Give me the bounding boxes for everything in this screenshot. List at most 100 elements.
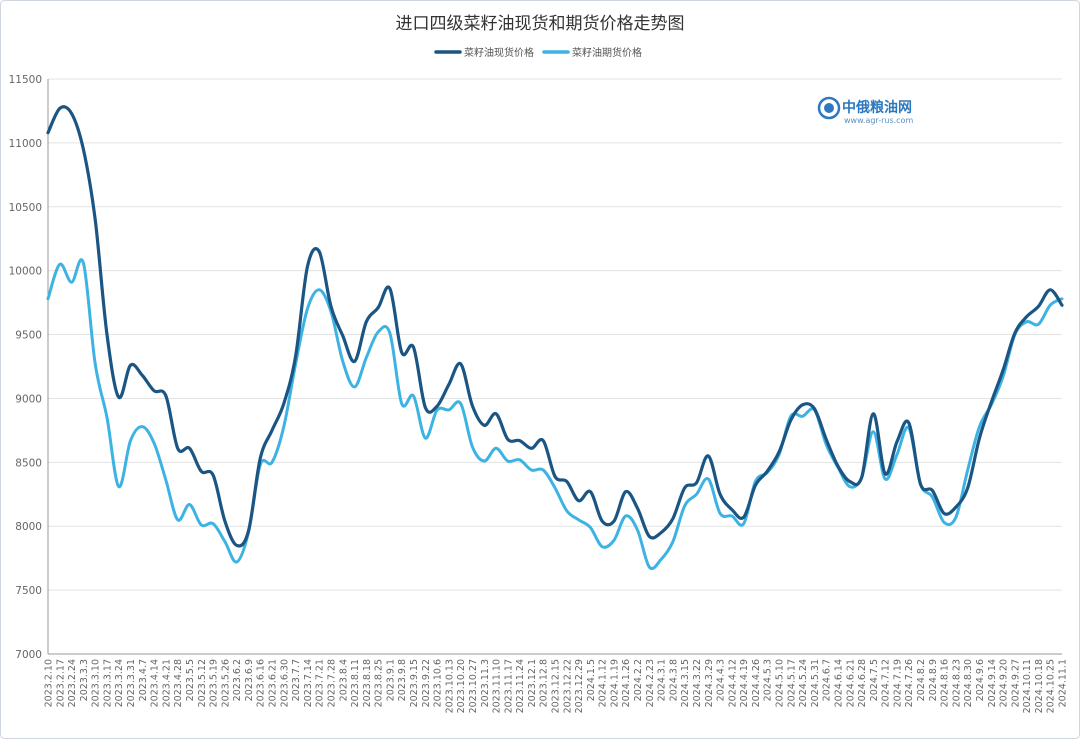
- x-tick-label: 2024.7.5: [869, 659, 880, 701]
- y-tick-label: 9500: [15, 330, 42, 342]
- x-tick-label: 2024.7.19: [892, 659, 903, 707]
- y-tick-label: 7000: [15, 649, 42, 661]
- x-tick-label: 2024.3.1: [657, 659, 668, 701]
- x-tick-label: 2023.3.24: [114, 659, 125, 707]
- x-tick-label: 2023.9.22: [421, 659, 432, 707]
- x-tick-label: 2023.6.30: [279, 659, 290, 707]
- x-tick-label: 2023.8.11: [350, 659, 361, 707]
- x-tick-label: 2023.2.17: [55, 659, 66, 707]
- x-tick-label: 2024.5.17: [786, 659, 797, 707]
- x-tick-label: 2024.10.11: [1022, 659, 1033, 713]
- x-tick-label: 2023.9.1: [385, 659, 396, 701]
- x-tick-label: 2023.11.3: [480, 659, 491, 707]
- legend-label-futures: 菜籽油期货价格: [572, 46, 642, 59]
- x-tick-label: 2024.1.19: [609, 659, 620, 707]
- x-tick-label: 2023.12.22: [562, 659, 573, 713]
- x-tick-label: 2024.8.2: [916, 659, 927, 701]
- x-tick-label: 2023.8.18: [362, 659, 373, 707]
- y-tick-label: 8000: [15, 521, 42, 533]
- x-tick-label: 2023.3.31: [126, 659, 137, 707]
- x-tick-label: 2023.2.24: [67, 659, 78, 707]
- x-tick-label: 2023.11.17: [503, 659, 514, 713]
- x-tick-label: 2023.3.10: [91, 659, 102, 707]
- y-tick-label: 7500: [15, 585, 42, 597]
- chart-title: 进口四级菜籽油现货和期货价格走势图: [396, 14, 685, 34]
- legend-label-spot: 菜籽油现货价格: [464, 46, 534, 59]
- x-tick-label: 2024.9.20: [999, 659, 1010, 707]
- x-tick-label: 2023.4.21: [161, 659, 172, 707]
- x-tick-label: 2024.6.21: [845, 659, 856, 707]
- legend: 菜籽油现货价格 菜籽油期货价格: [434, 46, 642, 59]
- watermark-logo-icon: [817, 96, 841, 120]
- x-axis: 2023.2.10 2023.2.17 2023.2.24 2023.3.3 2023.…: [44, 659, 1069, 713]
- x-tick-label: 2023.12.29: [574, 659, 585, 713]
- x-tick-label: 2023.10.27: [468, 659, 479, 713]
- x-tick-label: 2024.2.2: [633, 659, 644, 701]
- x-tick-label: 2023.5.5: [185, 659, 196, 701]
- x-tick-label: 2024.6.7: [822, 659, 833, 701]
- y-tick-label: 11500: [9, 74, 42, 86]
- x-tick-label: 2023.9.15: [409, 659, 420, 707]
- x-tick-label: 2023.6.9: [244, 659, 255, 701]
- x-tick-label: 2024.3.29: [704, 659, 715, 707]
- x-tick-label: 2023.6.16: [256, 659, 267, 707]
- watermark: 中俄粮油网 www.agr-rus.com: [817, 96, 913, 125]
- x-tick-label: 2023.3.17: [102, 659, 113, 707]
- watermark-title: 中俄粮油网: [842, 99, 912, 116]
- x-tick-label: 2023.12.15: [551, 659, 562, 713]
- series-group: [46, 105, 1064, 571]
- x-tick-label: 2023.11.10: [492, 659, 503, 713]
- x-tick-label: 2024.9.27: [1010, 659, 1021, 707]
- y-tick-label: 10000: [9, 266, 42, 278]
- x-tick-label: 2024.9.6: [975, 659, 986, 701]
- x-tick-label: 2023.6.21: [268, 659, 279, 707]
- x-tick-label: 2023.12.1: [527, 659, 538, 707]
- x-tick-label: 2024.1.12: [598, 659, 609, 707]
- x-tick-label: 2024.3.8: [668, 659, 679, 701]
- x-tick-label: 2023.11.24: [515, 659, 526, 713]
- x-tick-label: 2024.10.25: [1046, 659, 1057, 713]
- watermark-logo-inner-icon: [824, 103, 834, 113]
- series-line-spot: [46, 105, 1064, 548]
- x-tick-label: 2023.9.8: [397, 659, 408, 701]
- x-tick-label: 2024.8.30: [963, 659, 974, 707]
- x-tick-label: 2023.2.10: [44, 659, 55, 707]
- y-tick-label: 8500: [15, 457, 42, 469]
- x-tick-label: 2024.1.5: [586, 659, 597, 701]
- x-tick-label: 2023.7.14: [303, 659, 314, 707]
- x-tick-label: 2023.6.2: [232, 659, 243, 701]
- y-tick-label: 11000: [9, 138, 42, 150]
- x-tick-label: 2023.12.8: [539, 659, 550, 707]
- x-tick-label: 2024.7.12: [881, 659, 892, 707]
- x-tick-label: 2024.11.1: [1058, 659, 1069, 707]
- x-tick-label: 2024.5.3: [763, 659, 774, 701]
- x-tick-label: 2023.10.6: [433, 659, 444, 707]
- x-tick-label: 2024.4.3: [716, 659, 727, 701]
- x-tick-label: 2024.2.23: [645, 659, 656, 707]
- x-tick-label: 2024.8.23: [951, 659, 962, 707]
- x-tick-label: 2024.5.31: [810, 659, 821, 707]
- x-tick-label: 2024.1.26: [621, 659, 632, 707]
- y-tick-label: 9000: [15, 393, 42, 405]
- x-tick-label: 2024.8.9: [928, 659, 939, 701]
- x-tick-label: 2023.4.14: [150, 659, 161, 707]
- x-tick-label: 2024.6.28: [857, 659, 868, 707]
- x-tick-label: 2023.4.7: [138, 659, 149, 701]
- watermark-url: www.agr-rus.com: [844, 116, 913, 125]
- x-tick-label: 2024.4.26: [751, 659, 762, 707]
- x-tick-label: 2024.5.24: [798, 659, 809, 707]
- x-tick-label: 2024.4.12: [727, 659, 738, 707]
- y-tick-label: 10500: [9, 202, 42, 214]
- x-tick-label: 2024.10.18: [1034, 659, 1045, 713]
- series-line-futures: [46, 258, 1064, 571]
- y-axis: 7000 7500 8000 8500 9000 9500 10000 10500 11000 1…: [9, 74, 49, 661]
- x-tick-label: 2024.8.16: [940, 659, 951, 707]
- x-tick-label: 2024.4.19: [739, 659, 750, 707]
- x-tick-label: 2023.5.19: [209, 659, 220, 707]
- x-tick-label: 2023.10.20: [456, 659, 467, 713]
- x-tick-label: 2023.7.28: [326, 659, 337, 707]
- x-tick-label: 2024.3.22: [692, 659, 703, 707]
- x-tick-label: 2024.9.14: [987, 659, 998, 707]
